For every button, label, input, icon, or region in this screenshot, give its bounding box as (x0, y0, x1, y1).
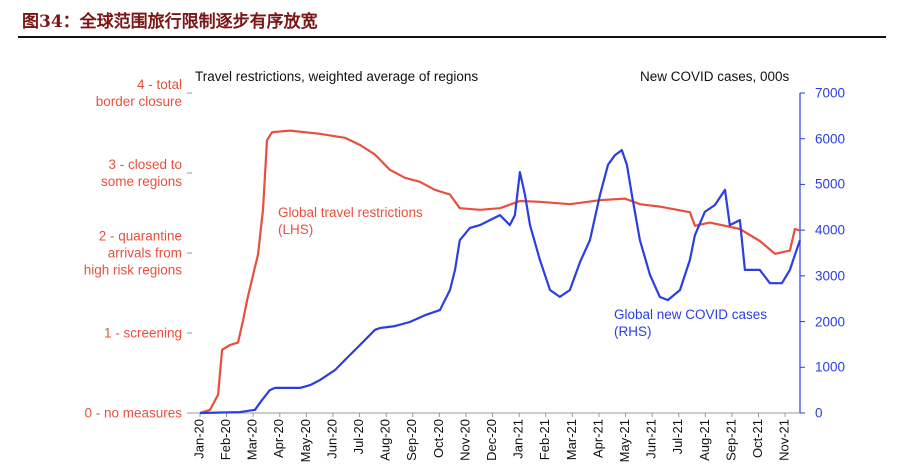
x-tick-label: Jan-20 (191, 419, 206, 459)
y2-tick-label: 6000 (815, 131, 846, 147)
y-tick-label: 4 - total border closure (95, 77, 182, 109)
series-annotation: Global new COVID cases (RHS) (614, 307, 768, 339)
x-tick-label: Feb-21 (537, 419, 552, 460)
series-line (199, 129, 801, 415)
x-tick-label: Jun-21 (644, 419, 659, 459)
x-tick-label: Jul-20 (351, 419, 366, 454)
x-tick-label: May-20 (298, 419, 313, 462)
x-tick-label: Nov-20 (457, 419, 472, 461)
y2-tick-label: 3000 (815, 268, 846, 284)
y-tick-label: 2 - quarantine arrivals from high risk r… (83, 228, 182, 278)
right-axis-title: New COVID cases, 000s (640, 69, 790, 84)
y-tick-label: 0 - no measures (84, 405, 182, 421)
x-tick-label: Apr-20 (271, 419, 286, 458)
y-tick-label: 1 - screening (103, 325, 182, 341)
x-tick-label: Aug-21 (697, 419, 712, 461)
x-tick-label: Sep-20 (404, 419, 419, 461)
x-tick-label: Jul-21 (670, 419, 685, 454)
x-tick-label: May-21 (617, 419, 632, 462)
x-tick-label: Apr-21 (590, 419, 605, 458)
y-tick-label: 3 - closed to some regions (100, 157, 182, 189)
x-tick-label: Aug-20 (378, 419, 393, 461)
left-axis-title: Travel restrictions, weighted average of… (195, 69, 479, 84)
x-tick-label: Jun-20 (324, 419, 339, 459)
x-tick-label: Oct-21 (750, 419, 765, 458)
figure-title: 图34：全球范围旅行限制逐步有序放宽 (22, 12, 318, 32)
x-tick-label: Mar-20 (245, 419, 260, 460)
y2-tick-label: 7000 (815, 85, 846, 101)
series-line (199, 149, 802, 415)
x-tick-label: Feb-20 (218, 419, 233, 460)
y2-tick-label: 1000 (815, 359, 846, 375)
x-tick-label: Sep-21 (723, 419, 738, 461)
x-tick-label: Oct-20 (431, 419, 446, 458)
y2-tick-label: 0 (815, 405, 823, 421)
x-tick-label: Dec-20 (484, 419, 499, 461)
title-rule (18, 36, 886, 38)
y2-tick-label: 2000 (815, 314, 846, 330)
x-tick-label: Mar-21 (564, 419, 579, 460)
x-tick-label: Jan-21 (511, 419, 526, 459)
series-annotation: Global travel restrictions (LHS) (278, 205, 423, 237)
y2-tick-label: 4000 (815, 222, 846, 238)
y2-tick-label: 5000 (815, 176, 846, 192)
x-tick-label: Nov-21 (777, 419, 792, 461)
